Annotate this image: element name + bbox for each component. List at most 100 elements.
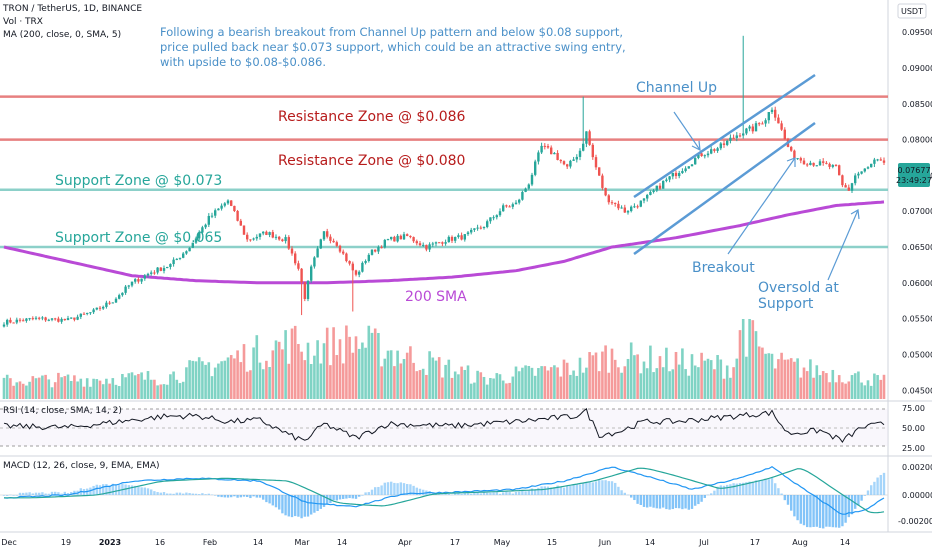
volume-bar (441, 377, 444, 399)
volume-bar (229, 355, 233, 399)
macd-hist-bar (479, 493, 482, 495)
candle-body (748, 126, 751, 129)
macd-hist-bar (255, 495, 258, 498)
volume-bar (303, 360, 307, 399)
macd-hist-bar (191, 493, 194, 495)
volume-bar (37, 377, 41, 399)
candle-body (732, 137, 735, 139)
candle-body (719, 143, 722, 149)
candle-body (188, 247, 191, 252)
macd-hist-bar (217, 495, 220, 497)
candle-body (258, 233, 262, 237)
volume-bar (661, 367, 665, 399)
candle-body (738, 135, 742, 137)
macd-hist-bar (514, 491, 518, 495)
volume-bar (559, 376, 563, 399)
macd-hist-bar (732, 483, 735, 495)
volume-bar (201, 361, 204, 399)
price-tick: 0.08000 (902, 136, 932, 145)
candle-body (879, 159, 882, 161)
volume-bar (367, 325, 371, 399)
candle-body (828, 163, 831, 167)
volume-bar (607, 372, 611, 399)
volume-bar (60, 377, 63, 399)
candle-body (425, 244, 428, 250)
volume-bar (725, 365, 729, 399)
candle-body (278, 236, 281, 240)
commentary-line-3: with upside to $0.08-$0.086. (160, 55, 326, 69)
time-tick: Mar (294, 538, 310, 547)
candle-body (687, 166, 690, 169)
macd-hist-bar (521, 490, 524, 495)
macd-hist-bar (447, 493, 450, 495)
macd-hist-bar (182, 493, 185, 495)
volume-bar (761, 347, 764, 399)
candle-body (642, 198, 646, 201)
macd-hist-bar (210, 494, 214, 496)
time-axis[interactable]: Dec 19 2023 16 Feb 14 Mar 14 Apr 17 May 15 Jun 14 Jul 1… (1, 538, 850, 547)
candle-body (342, 251, 345, 254)
macd-hist-bar (441, 494, 444, 495)
macd-hist-bar (457, 492, 460, 495)
volume-bar (876, 375, 879, 399)
macd-hist-bar (518, 491, 521, 495)
candle-body (118, 295, 121, 299)
macd-hist-bar (444, 493, 447, 495)
volume-bar (153, 379, 156, 399)
volume-bar (191, 360, 195, 399)
price-tick: 0.09000 (902, 64, 932, 73)
volume-bar (85, 378, 89, 399)
candle-body (591, 144, 594, 158)
candle-body (585, 131, 588, 144)
candle-body (252, 238, 255, 240)
volume-bar (505, 383, 508, 399)
candle-body (697, 153, 700, 159)
candle-body (578, 150, 582, 157)
macd-hist-bar (159, 492, 162, 495)
time-tick: 19 (61, 538, 71, 547)
volume-bar (789, 358, 793, 399)
candle-body (38, 317, 41, 319)
volume-bar (409, 346, 412, 399)
volume-bar (249, 370, 252, 399)
currency-button[interactable] (897, 3, 927, 19)
candle-body (182, 253, 185, 258)
volume-bar (837, 375, 841, 399)
volume-bar (617, 367, 620, 399)
candle-body (620, 207, 623, 209)
volume-bar (146, 371, 150, 399)
volume-bar (645, 368, 649, 399)
macd-hist-bar (178, 492, 182, 495)
candle-body (402, 234, 406, 240)
volume-bar (850, 375, 854, 399)
volume-bar (639, 373, 643, 399)
candle-body (594, 157, 598, 168)
volume-bar (642, 361, 646, 399)
macd-hist-bar (799, 495, 802, 524)
candle-body (114, 298, 118, 303)
candle-body (399, 235, 402, 240)
volume-bar (117, 386, 121, 399)
volume-bar (31, 376, 35, 399)
candle-body (76, 316, 79, 320)
oversold-label-1: Oversold at (758, 280, 839, 296)
volume-bar (188, 360, 191, 399)
volume-bar (57, 372, 60, 399)
volume-bar (185, 367, 188, 399)
candle-body (18, 319, 22, 321)
volume-bar (204, 364, 207, 399)
macd-hist-bar (153, 491, 156, 495)
volume-bar (581, 372, 585, 399)
macd-hist-bar (15, 495, 18, 496)
volume-bar (562, 359, 566, 399)
volume-bar (863, 385, 867, 399)
macd-hist-bar (658, 495, 662, 509)
candle-body (530, 174, 534, 185)
candle-body (822, 161, 825, 163)
volume-bar (741, 319, 745, 399)
volume-bar (469, 383, 473, 399)
price-axis[interactable]: 0.095000.090000.085000.080000.075000.070… (902, 28, 932, 395)
volume-bar (498, 374, 502, 399)
volume-bar (537, 368, 540, 399)
